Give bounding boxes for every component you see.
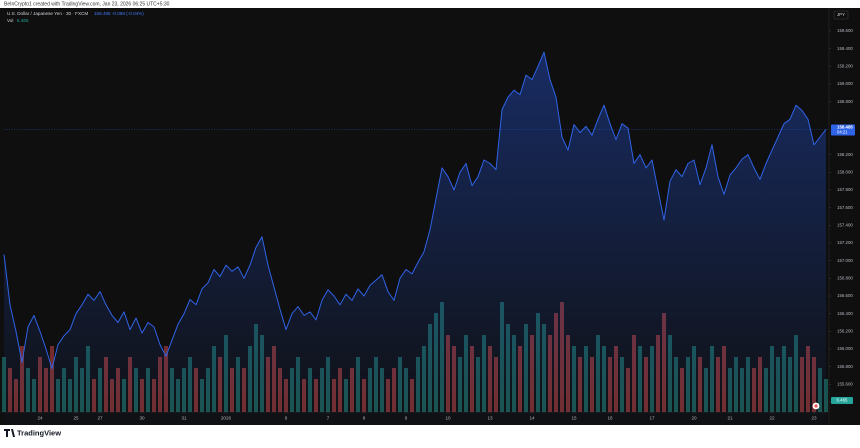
last-price-label: 158.485 xyxy=(837,125,853,130)
x-tick-label: 30 xyxy=(139,416,145,421)
y-tick-label: 157.800 xyxy=(837,187,853,192)
y-tick-label: 158.800 xyxy=(837,99,853,104)
y-tick-label: 157.000 xyxy=(837,258,853,263)
price-line xyxy=(3,51,827,369)
footer-strip xyxy=(0,425,860,443)
x-tick-label: 16 xyxy=(607,416,613,421)
x-tick-label: 8 xyxy=(363,416,366,421)
y-tick-label: 157.400 xyxy=(837,222,853,227)
x-tick-label: 31 xyxy=(181,416,187,421)
credit-strip xyxy=(0,0,860,8)
x-tick-label: 9 xyxy=(405,416,408,421)
credit: BeInCrypto1 created with TradingView.com… xyxy=(4,1,170,7)
x-tick-label: 6 xyxy=(285,416,288,421)
x-tick-label: 25 xyxy=(73,416,79,421)
y-tick-label: 156.400 xyxy=(837,311,853,316)
y-tick-label: 159.400 xyxy=(837,46,853,51)
volume-badge-text: 6.465 xyxy=(837,398,849,403)
y-tick-label: 157.200 xyxy=(837,240,853,245)
y-tick-label: 158.000 xyxy=(837,169,853,174)
x-tick-label: 20 xyxy=(691,416,697,421)
y-tick-label: 157.600 xyxy=(837,205,853,210)
x-tick-label: 23 xyxy=(811,416,817,421)
volume-value: 6.465 xyxy=(17,18,29,23)
y-tick-label: 159.600 xyxy=(837,28,853,33)
y-tick-label: 159.000 xyxy=(837,81,853,86)
y-tick-label: 155.800 xyxy=(837,364,853,369)
x-tick-label: 2026 xyxy=(221,416,232,421)
x-tick-label: 22 xyxy=(769,416,775,421)
area-layer xyxy=(3,51,829,425)
x-tick-label: 10 xyxy=(445,416,451,421)
y-tick-label: 156.200 xyxy=(837,329,853,334)
volume-badge xyxy=(831,397,853,404)
x-tick-label: 27 xyxy=(97,416,103,421)
y-tick-label: 155.600 xyxy=(837,382,853,387)
brand: TradingView xyxy=(17,428,61,437)
axis-layer: 155.400155.600155.800156.000156.200156.4… xyxy=(37,28,855,421)
countdown: 04:21 xyxy=(837,130,848,135)
x-tick-label: 24 xyxy=(37,416,43,421)
last-price-badge xyxy=(831,124,855,136)
alert-icon-dot[interactable] xyxy=(814,404,818,408)
x-tick-label: 7 xyxy=(327,416,330,421)
x-tick-label: 14 xyxy=(529,416,535,421)
y-tick-label: 158.200 xyxy=(837,152,853,157)
currency-button[interactable] xyxy=(833,10,849,20)
symbol: U.S. Dollar / Japanese Yen · 30 · FXCM xyxy=(7,11,88,16)
quote: 158.485 -0.068 (-0.04%) xyxy=(94,11,144,16)
currency[interactable]: JPY xyxy=(837,12,845,17)
y-tick-label: 159.200 xyxy=(837,63,853,68)
x-tick-label: 21 xyxy=(727,416,733,421)
y-tick-label: 156.000 xyxy=(837,346,853,351)
y-tick-label: 156.600 xyxy=(837,293,853,298)
y-tick-label: 156.800 xyxy=(837,275,853,280)
x-tick-label: 15 xyxy=(571,416,577,421)
volume-label: Vol xyxy=(7,18,13,23)
x-tick-label: 17 xyxy=(649,416,655,421)
area-fill xyxy=(4,52,826,425)
x-tick-label: 13 xyxy=(487,416,493,421)
brand-logo xyxy=(4,429,15,437)
